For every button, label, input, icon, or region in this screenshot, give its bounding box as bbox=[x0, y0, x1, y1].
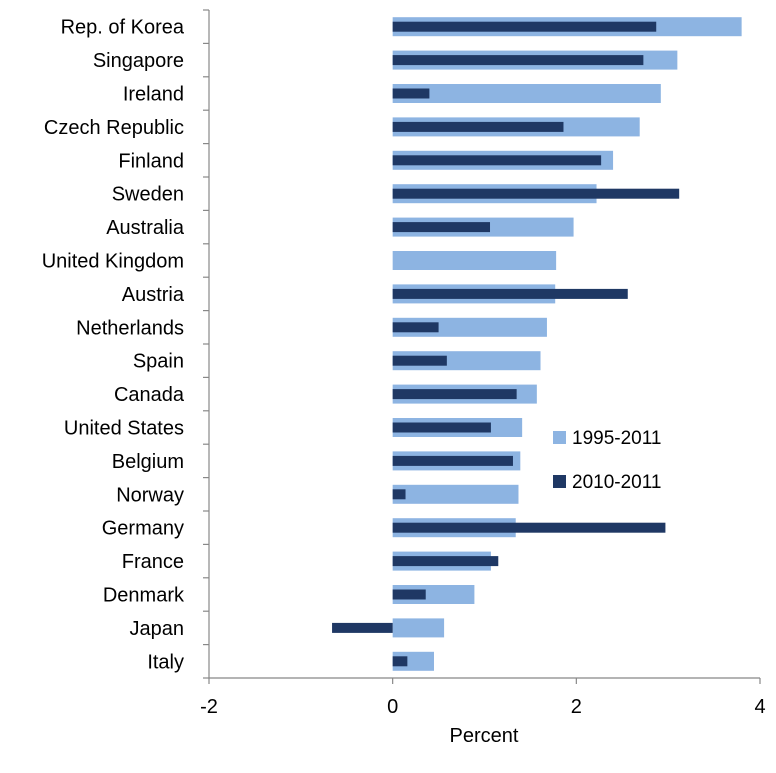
series-2010-2011-bars bbox=[332, 21, 680, 667]
bar-1995-2011-ireland bbox=[392, 84, 661, 103]
bar-2010-2011-germany bbox=[392, 522, 666, 533]
legend-swatch-2010-2011 bbox=[553, 475, 566, 488]
category-label-australia: Australia bbox=[106, 217, 185, 239]
category-label-ireland: Ireland bbox=[123, 84, 184, 106]
axes bbox=[203, 9, 761, 684]
category-label-rep-of-korea: Rep. of Korea bbox=[61, 17, 185, 39]
category-label-germany: Germany bbox=[102, 518, 184, 540]
category-label-united-states: United States bbox=[64, 418, 184, 440]
bar-2010-2011-belgium bbox=[392, 455, 513, 466]
bar-2010-2011-united-states bbox=[392, 422, 491, 433]
bar-2010-2011-ireland bbox=[392, 88, 430, 99]
category-label-norway: Norway bbox=[116, 484, 184, 506]
x-tick-label: 0 bbox=[387, 696, 398, 718]
bar-2010-2011-italy bbox=[392, 656, 408, 667]
category-label-belgium: Belgium bbox=[112, 451, 184, 473]
bar-2010-2011-czech-republic bbox=[392, 121, 564, 132]
category-label-france: France bbox=[122, 551, 184, 573]
bar-2010-2011-denmark bbox=[392, 589, 426, 600]
bar-1995-2011-norway bbox=[392, 484, 519, 504]
x-tick-label: -2 bbox=[200, 696, 218, 718]
bar-2010-2011-finland bbox=[392, 155, 602, 166]
bar-2010-2011-spain bbox=[392, 355, 447, 366]
bar-2010-2011-austria bbox=[392, 288, 628, 299]
category-label-netherlands: Netherlands bbox=[76, 317, 184, 339]
category-label-singapore: Singapore bbox=[93, 50, 184, 72]
category-labels: Rep. of Korea Singapore Ireland Czech Repub… bbox=[42, 17, 185, 674]
category-label-canada: Canada bbox=[114, 384, 185, 406]
category-label-austria: Austria bbox=[122, 284, 185, 306]
x-tick-label: 4 bbox=[754, 696, 765, 718]
x-tick-label: 2 bbox=[571, 696, 582, 718]
bar-2010-2011-sweden bbox=[392, 188, 680, 199]
bar-1995-2011-japan bbox=[392, 618, 445, 638]
legend-label-2010-2011: 2010-2011 bbox=[572, 472, 661, 493]
category-label-japan: Japan bbox=[130, 618, 185, 640]
category-label-sweden: Sweden bbox=[112, 184, 184, 206]
category-label-czech-republic: Czech Republic bbox=[44, 117, 184, 139]
category-label-united-kingdom: United Kingdom bbox=[42, 251, 184, 273]
category-label-finland: Finland bbox=[118, 150, 184, 172]
legend: 1995-2011 2010-2011 bbox=[553, 428, 661, 493]
bar-2010-2011-netherlands bbox=[392, 322, 439, 333]
bar-2010-2011-rep-of-korea bbox=[392, 21, 657, 32]
series-1995-2011-bars bbox=[392, 17, 742, 671]
category-label-spain: Spain bbox=[133, 351, 184, 373]
x-axis-title: Percent bbox=[450, 725, 519, 747]
category-label-denmark: Denmark bbox=[103, 585, 185, 607]
bar-2010-2011-australia bbox=[392, 222, 491, 233]
category-label-italy: Italy bbox=[147, 651, 184, 673]
x-tick-labels: -2 0 2 4 bbox=[200, 696, 765, 718]
bar-2010-2011-singapore bbox=[392, 55, 644, 66]
legend-swatch-1995-2011 bbox=[553, 431, 566, 444]
legend-label-1995-2011: 1995-2011 bbox=[572, 428, 661, 449]
bar-2010-2011-japan bbox=[332, 622, 393, 633]
bar-1995-2011-united-kingdom bbox=[392, 251, 557, 270]
bar-2010-2011-canada bbox=[392, 389, 517, 400]
bar-2010-2011-france bbox=[392, 556, 499, 567]
bar-2010-2011-norway bbox=[392, 489, 406, 500]
